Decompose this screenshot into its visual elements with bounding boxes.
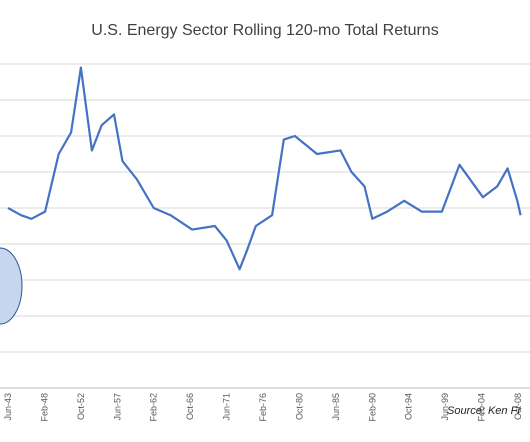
x-tick-label: Oct-94 bbox=[404, 393, 414, 420]
gridlines bbox=[0, 63, 530, 389]
source-note: Source: Ken Fr bbox=[447, 405, 521, 417]
x-tick-label: Jun-43 bbox=[3, 393, 13, 421]
x-tick-label: Feb-48 bbox=[39, 393, 49, 422]
x-tick-label: Jun-57 bbox=[112, 393, 122, 421]
chart-title: U.S. Energy Sector Rolling 120-mo Total … bbox=[91, 22, 439, 39]
x-tick-label: Jun-71 bbox=[222, 393, 232, 421]
series-line bbox=[7, 66, 522, 271]
x-tick-label: Jun-99 bbox=[440, 393, 450, 421]
x-tick-label: Oct-66 bbox=[185, 393, 195, 420]
x-tick-label: Feb-04 bbox=[477, 393, 487, 422]
x-tick-label: Jun-85 bbox=[331, 393, 341, 421]
x-axis-tick-labels: Jun-43 Feb-48 Oct-52 Jun-57 Feb-62 Oct-66 Jun-… bbox=[3, 393, 523, 422]
x-tick-label: Feb-76 bbox=[258, 393, 268, 422]
x-tick-label: Feb-90 bbox=[367, 393, 377, 422]
x-tick-label: Oct-80 bbox=[294, 393, 304, 420]
x-tick-label: Oct-52 bbox=[76, 393, 86, 420]
highlight-ellipse bbox=[0, 247, 23, 325]
x-tick-label: Feb-62 bbox=[149, 393, 159, 422]
x-tick-label: Oct-08 bbox=[513, 393, 523, 420]
